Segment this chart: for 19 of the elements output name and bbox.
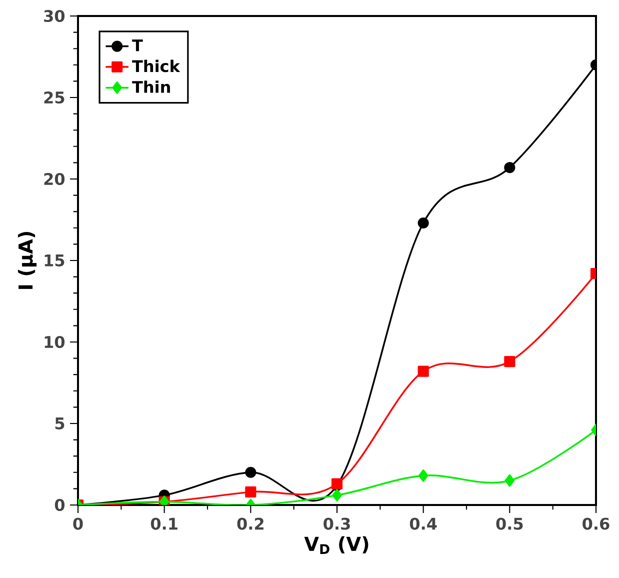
y-tick-label: 10 [44,336,65,348]
x-tick-label: 0.4 [410,518,437,530]
y-tick-label: 15 [44,254,64,266]
y-tick-label: 25 [44,91,64,104]
legend-label: T [132,39,143,52]
legend-label: Thick [132,60,180,72]
y-tick-label: 20 [44,172,65,186]
legend-label: Thin [132,80,170,93]
y-tick-label: 5 [55,418,64,430]
x-tick-label: 0.2 [237,518,264,530]
x-tick-label: 0.3 [324,518,350,530]
x-tick-label: 0.1 [150,518,178,530]
y-tick-label: 30 [44,10,65,22]
x-tick-label: 0.6 [582,518,610,530]
x-axis-title: V$_{D}$ (V) [304,536,368,554]
y-tick-label: 0 [54,498,65,512]
y-axis-title: I (μA) [18,232,37,289]
x-tick-label: 0.5 [496,518,523,530]
x-tick-label: 0 [73,518,83,530]
